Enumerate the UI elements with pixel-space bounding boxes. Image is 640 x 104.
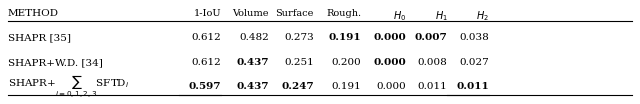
Text: 0.273: 0.273	[284, 33, 314, 42]
Text: 0.011: 0.011	[456, 82, 489, 91]
Text: 0.027: 0.027	[459, 58, 489, 67]
Text: SHAPR+$\sum_{i=0,1,2,3}$SFTD$_i$: SHAPR+$\sum_{i=0,1,2,3}$SFTD$_i$	[8, 73, 129, 100]
Text: 0.200: 0.200	[332, 58, 362, 67]
Text: Volume: Volume	[232, 9, 269, 18]
Text: 0.612: 0.612	[191, 58, 221, 67]
Text: 0.000: 0.000	[376, 82, 406, 91]
Text: 0.612: 0.612	[191, 33, 221, 42]
Text: SHAPR+W.D. [34]: SHAPR+W.D. [34]	[8, 58, 102, 67]
Text: 0.191: 0.191	[332, 82, 362, 91]
Text: 0.007: 0.007	[415, 33, 447, 42]
Text: SHAPR [35]: SHAPR [35]	[8, 33, 71, 42]
Text: $H_1$: $H_1$	[435, 9, 447, 23]
Text: 0.251: 0.251	[284, 58, 314, 67]
Text: $H_0$: $H_0$	[393, 9, 406, 23]
Text: 0.008: 0.008	[418, 58, 447, 67]
Text: 0.000: 0.000	[373, 33, 406, 42]
Text: 0.191: 0.191	[329, 33, 362, 42]
Text: $H_2$: $H_2$	[476, 9, 489, 23]
Text: 0.011: 0.011	[418, 82, 447, 91]
Text: Surface: Surface	[275, 9, 314, 18]
Text: 0.482: 0.482	[239, 33, 269, 42]
Text: 0.247: 0.247	[281, 82, 314, 91]
Text: 0.437: 0.437	[237, 58, 269, 67]
Text: Rough.: Rough.	[326, 9, 362, 18]
Text: 0.437: 0.437	[237, 82, 269, 91]
Text: METHOD: METHOD	[8, 9, 59, 18]
Text: 0.038: 0.038	[459, 33, 489, 42]
Text: 1-IoU: 1-IoU	[194, 9, 221, 18]
Text: 0.000: 0.000	[373, 58, 406, 67]
Text: 0.597: 0.597	[189, 82, 221, 91]
